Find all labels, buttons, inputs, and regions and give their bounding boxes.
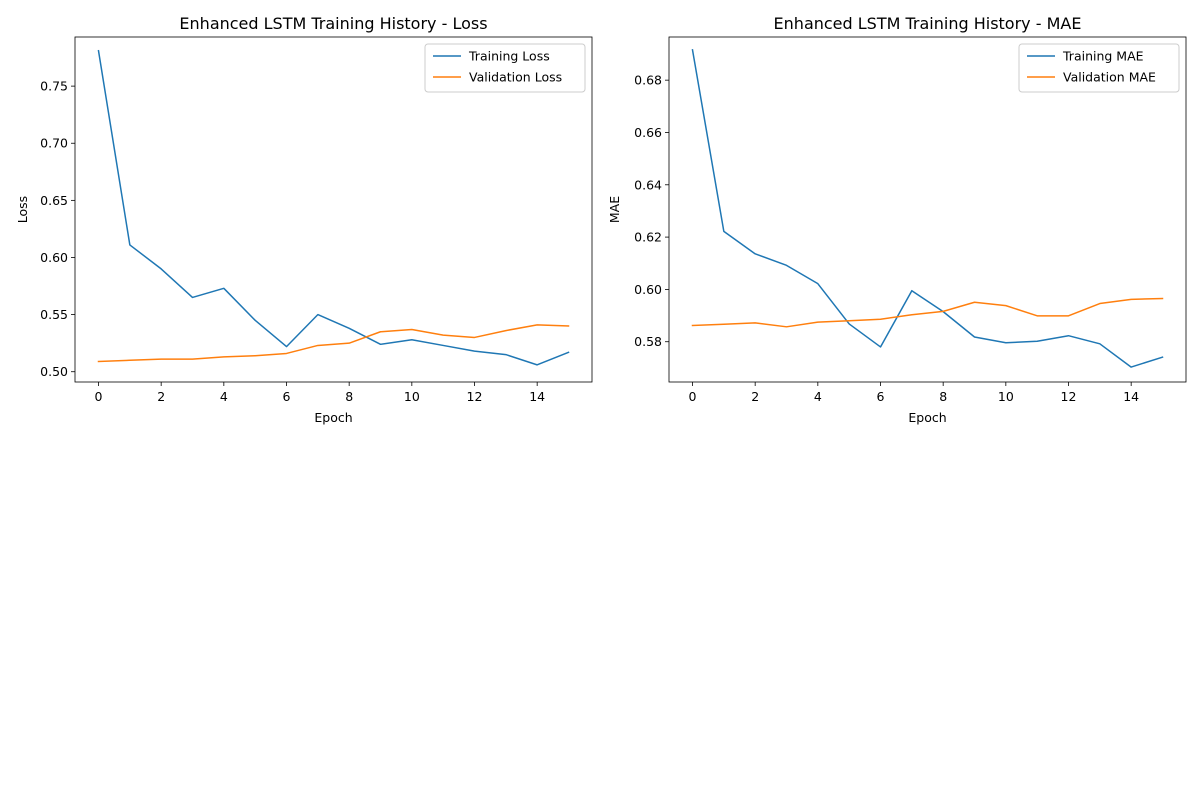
- mae-y-tick-label: 0.60: [634, 282, 662, 297]
- loss-series-line-training: [97, 49, 570, 366]
- loss-x-tick-label: 0: [95, 389, 103, 404]
- loss-y-tick-label: 0.65: [40, 193, 68, 208]
- mae-x-tick-label: 14: [1123, 389, 1139, 404]
- mae-y-tick-label: 0.62: [634, 230, 662, 245]
- mae-axes-frame: [668, 36, 1187, 383]
- loss-axes-frame: [74, 36, 593, 383]
- mae-x-tick-label: 8: [939, 389, 947, 404]
- mae-chart-title: Enhanced LSTM Training History - MAE: [774, 14, 1082, 33]
- mae-x-tick-label: 4: [814, 389, 822, 404]
- loss-x-axis-label: Epoch: [314, 410, 352, 425]
- loss-chart-title: Enhanced LSTM Training History - Loss: [179, 14, 487, 33]
- loss-y-axis-label: Loss: [15, 196, 30, 223]
- loss-y-tick-label: 0.55: [40, 307, 68, 322]
- loss-y-tick-label: 0.70: [40, 136, 68, 151]
- loss-series-line-validation: [97, 324, 570, 363]
- loss-y-tick-label: 0.75: [40, 79, 68, 94]
- mae-x-tick-label: 2: [751, 389, 759, 404]
- mae-x-axis-label: Epoch: [908, 410, 946, 425]
- loss-x-tick-label: 6: [283, 389, 291, 404]
- loss-chart: Enhanced LSTM Training History - Loss 0 2 4…: [15, 14, 593, 425]
- mae-legend-label-validation: Validation MAE: [1063, 70, 1156, 85]
- mae-x-tick-label: 0: [689, 389, 697, 404]
- loss-legend-label-validation: Validation Loss: [469, 70, 562, 85]
- mae-series-line-training: [691, 48, 1164, 368]
- mae-x-tick-label: 6: [877, 389, 885, 404]
- mae-x-tick-label: 12: [1061, 389, 1077, 404]
- loss-x-tick-label: 8: [345, 389, 353, 404]
- mae-y-tick-label: 0.66: [634, 125, 662, 140]
- mae-y-tick-label: 0.58: [634, 334, 662, 349]
- loss-legend-label-training: Training Loss: [468, 49, 550, 64]
- mae-y-axis-label: MAE: [607, 196, 622, 223]
- loss-legend-box: [424, 43, 586, 93]
- loss-x-tick-label: 4: [220, 389, 228, 404]
- loss-x-tick-label: 10: [404, 389, 420, 404]
- loss-y-tick-label: 0.50: [40, 364, 68, 379]
- loss-x-tick-label: 14: [529, 389, 545, 404]
- mae-y-tick-label: 0.64: [634, 177, 662, 192]
- mae-legend-box: [1018, 43, 1180, 93]
- mae-chart: Enhanced LSTM Training History - MAE 0 2 4 6…: [607, 14, 1187, 425]
- loss-x-tick-label: 2: [157, 389, 165, 404]
- loss-y-tick-label: 0.60: [40, 250, 68, 265]
- mae-legend-label-training: Training MAE: [1062, 49, 1144, 64]
- mae-y-tick-label: 0.68: [634, 73, 662, 88]
- mae-x-tick-label: 10: [998, 389, 1014, 404]
- loss-x-tick-label: 12: [467, 389, 483, 404]
- mae-series-line-validation: [691, 297, 1164, 328]
